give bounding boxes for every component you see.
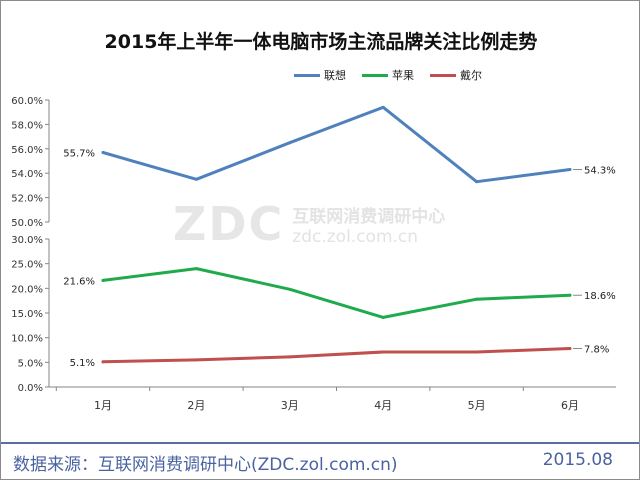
lower-y-tick-label: 5.0% <box>18 358 43 369</box>
x-tick-label: 5月 <box>468 399 486 412</box>
chart-title: 2015年上半年一体电脑市场主流品牌关注比例走势 <box>104 31 538 53</box>
data-point-apple <box>475 297 479 301</box>
data-point-dell <box>381 350 385 354</box>
data-source: 数据来源：互联网消费调研中心(ZDC.zol.com.cn) <box>13 455 398 475</box>
data-point-dell <box>475 350 479 354</box>
data-point-lenovo <box>568 168 572 172</box>
series-line-apple <box>101 267 572 319</box>
lower-y-tick-label: 25.0% <box>11 260 43 271</box>
data-point-apple <box>194 267 198 271</box>
footer: 数据来源：互联网消费调研中心(ZDC.zol.com.cn) 2015.08 <box>1 442 639 479</box>
lower-y-tick-label: 0.0% <box>18 383 43 394</box>
data-label-end-lenovo: 54.3% <box>584 166 616 177</box>
data-label-end-dell: 7.8% <box>584 345 609 356</box>
legend-item-dell: 戴尔 <box>430 67 482 83</box>
series-line-lenovo <box>101 105 572 184</box>
upper-y-tick-label: 54.0% <box>11 169 43 180</box>
lower-y-tick-label: 10.0% <box>11 334 43 345</box>
series-line-dell <box>101 347 572 364</box>
data-label-end-apple: 18.6% <box>584 291 616 302</box>
data-point-dell <box>568 347 572 351</box>
data-label-start-dell: 5.1% <box>70 358 95 369</box>
data-point-apple <box>381 315 385 319</box>
x-tick-label: 1月 <box>94 399 112 412</box>
upper-y-tick-label: 58.0% <box>11 120 43 131</box>
x-tick-label: 2月 <box>187 399 205 412</box>
upper-y-tick-label: 52.0% <box>11 194 43 205</box>
data-point-dell <box>288 355 292 359</box>
legend: 联想 苹果 戴尔 <box>294 67 482 83</box>
legend-item-apple: 苹果 <box>362 67 414 83</box>
x-tick-label: 4月 <box>374 399 392 412</box>
legend-swatch-dell <box>430 73 456 77</box>
data-point-apple <box>288 287 292 291</box>
data-point-lenovo <box>475 180 479 184</box>
x-tick-label: 6月 <box>561 399 579 412</box>
data-point-lenovo <box>381 105 385 109</box>
legend-label-dell: 戴尔 <box>460 69 482 82</box>
upper-y-tick-label: 60.0% <box>11 96 43 107</box>
data-point-lenovo <box>194 177 198 181</box>
data-point-lenovo <box>101 150 105 154</box>
legend-swatch-lenovo <box>294 73 320 77</box>
data-label-start-lenovo: 55.7% <box>63 148 95 159</box>
data-point-apple <box>101 278 105 282</box>
legend-swatch-apple <box>362 73 388 77</box>
upper-y-tick-label: 56.0% <box>11 145 43 156</box>
lower-y-tick-label: 15.0% <box>11 309 43 320</box>
upper-y-tick-label: 50.0% <box>11 218 43 229</box>
data-point-dell <box>101 360 105 364</box>
line-chart: 60.0% 58.0% 56.0% 54.0% 52.0% 50.0% 30.0% 25.0%… <box>11 96 616 412</box>
data-point-dell <box>194 358 198 362</box>
legend-label-apple: 苹果 <box>392 69 414 82</box>
lower-y-tick-label: 20.0% <box>11 284 43 295</box>
report-date: 2015.08 <box>542 450 613 470</box>
legend-label-lenovo: 联想 <box>324 69 346 82</box>
legend-item-lenovo: 联想 <box>294 67 346 83</box>
x-tick-label: 3月 <box>281 399 299 412</box>
data-point-lenovo <box>288 141 292 145</box>
lower-y-tick-label: 30.0% <box>11 235 43 246</box>
data-label-start-apple: 21.6% <box>63 276 95 287</box>
data-point-apple <box>568 293 572 297</box>
